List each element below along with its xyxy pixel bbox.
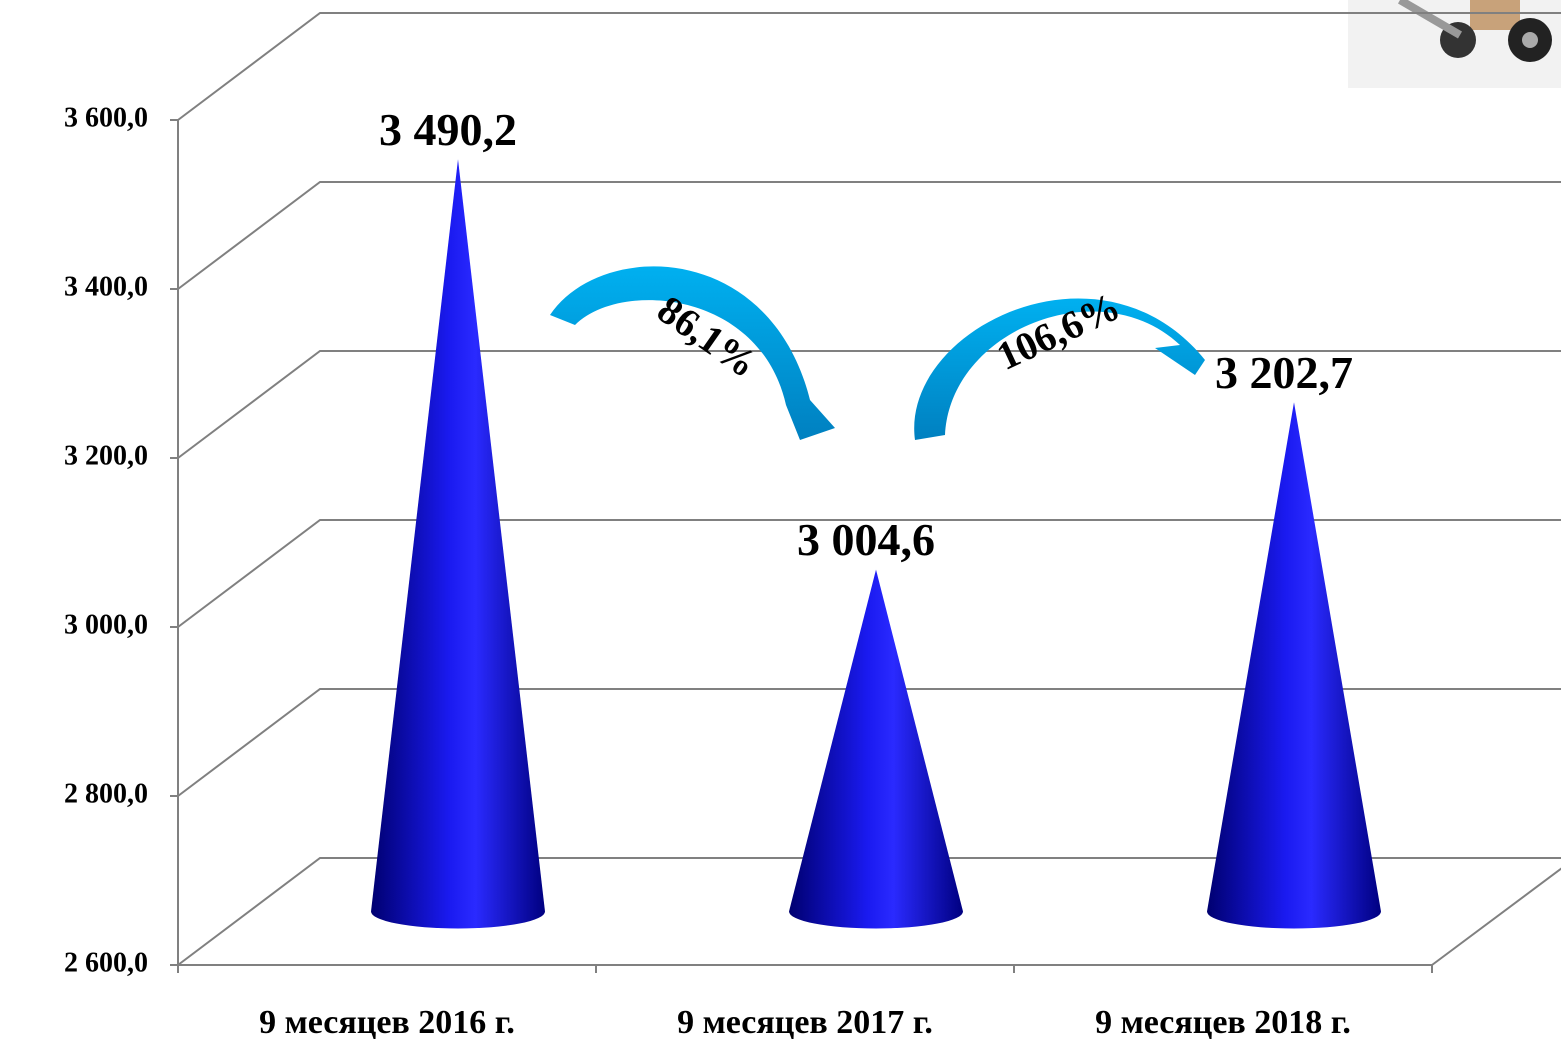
grid-line	[177, 181, 1561, 290]
value-label: 3 490,2	[379, 104, 517, 155]
y-tick-label: 3 000,0	[64, 609, 148, 640]
annotation: 106,6%	[990, 283, 1127, 379]
x-tick-label: 9 месяцев 2017 г.	[677, 1004, 933, 1041]
y-tick-label: 2 800,0	[64, 778, 148, 809]
cone	[1207, 402, 1381, 929]
x-tick-label: 9 месяцев 2018 г.	[1095, 1004, 1351, 1041]
value-label: 3 004,6	[797, 514, 935, 565]
grid-line	[177, 350, 1561, 459]
y-tick-label: 2 600,0	[64, 947, 148, 978]
y-tick-label: 3 200,0	[64, 440, 148, 471]
value-label: 3 202,7	[1215, 347, 1353, 398]
grid-line	[177, 688, 1561, 797]
y-tick-label: 3 600,0	[64, 102, 148, 133]
x-tick-label: 9 месяцев 2016 г.	[259, 1004, 515, 1041]
cart-picture	[1348, 0, 1561, 88]
change-arrow	[550, 266, 835, 440]
grid-line	[177, 12, 1561, 121]
grid-line	[177, 519, 1561, 628]
grid-line	[177, 857, 1561, 966]
cone	[789, 569, 963, 929]
floor-edge	[1431, 867, 1561, 966]
change-arrow	[914, 298, 1205, 440]
cone	[371, 159, 545, 929]
y-tick-label: 3 400,0	[64, 271, 148, 302]
